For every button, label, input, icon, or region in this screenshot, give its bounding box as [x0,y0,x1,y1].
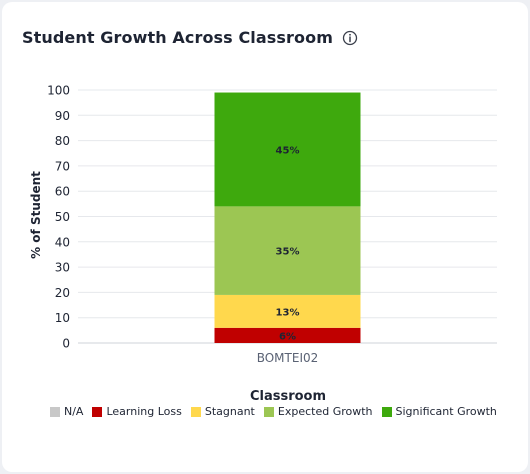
y-tick-label: 60 [55,185,70,199]
legend-label: Stagnant [204,405,255,418]
legend-swatch [381,406,392,417]
legend-swatch [92,406,103,417]
y-tick-label: 70 [55,159,70,173]
y-tick-label: 40 [55,235,70,249]
y-axis-label: % of Student [29,171,43,259]
bar-segment-stagnant[interactable] [214,294,361,328]
legend-item-significant-growth[interactable]: Significant Growth [381,405,497,418]
x-tick-label: BOMTEI02 [257,351,319,365]
y-tick-label: 20 [55,286,70,300]
chart-legend: N/A Learning Loss Stagnant Expected Growth S… [50,405,506,418]
y-tick-label: 30 [55,261,70,275]
bar-segment-learning-loss[interactable] [214,327,361,343]
legend-item-expected-growth[interactable]: Expected Growth [263,405,373,418]
y-tick-label: 10 [55,311,70,325]
legend-swatch [263,406,274,417]
bar-segments [214,92,361,343]
x-axis-label: Classroom [250,389,326,404]
y-tick-label: 80 [55,134,70,148]
legend-label: Significant Growth [395,405,497,418]
data-label: 13% [276,307,300,318]
y-tick-label: 90 [55,109,70,123]
y-axis-ticks: 0 10 20 30 40 50 60 70 80 90 100 [47,84,70,351]
data-label: 6% [279,331,296,342]
legend-item-n-a[interactable]: N/A [50,405,83,418]
legend-label: Expected Growth [277,405,373,418]
legend-item-learning-loss[interactable]: Learning Loss [92,405,182,418]
y-tick-label: 50 [55,210,70,224]
legend-item-stagnant[interactable]: Stagnant [190,405,255,418]
legend-label: N/A [64,405,84,418]
legend-swatch [50,406,60,417]
legend-label: Learning Loss [106,405,182,418]
y-tick-label: 0 [62,337,70,351]
card-header: Student Growth Across Classroom [22,28,358,47]
data-label: 35% [276,247,300,258]
data-label: 45% [276,145,300,156]
data-labels: 6% 13% 35% 45% [276,145,300,342]
chart-title: Student Growth Across Classroom [22,28,333,47]
y-tick-label: 100 [47,84,70,98]
bar-segment-significant-growth[interactable] [214,92,361,207]
x-axis-ticks: BOMTEI02 [257,351,319,365]
legend-swatch [190,406,201,417]
bar-segment-expected-growth[interactable] [214,206,361,295]
info-circle-icon[interactable] [342,30,358,46]
